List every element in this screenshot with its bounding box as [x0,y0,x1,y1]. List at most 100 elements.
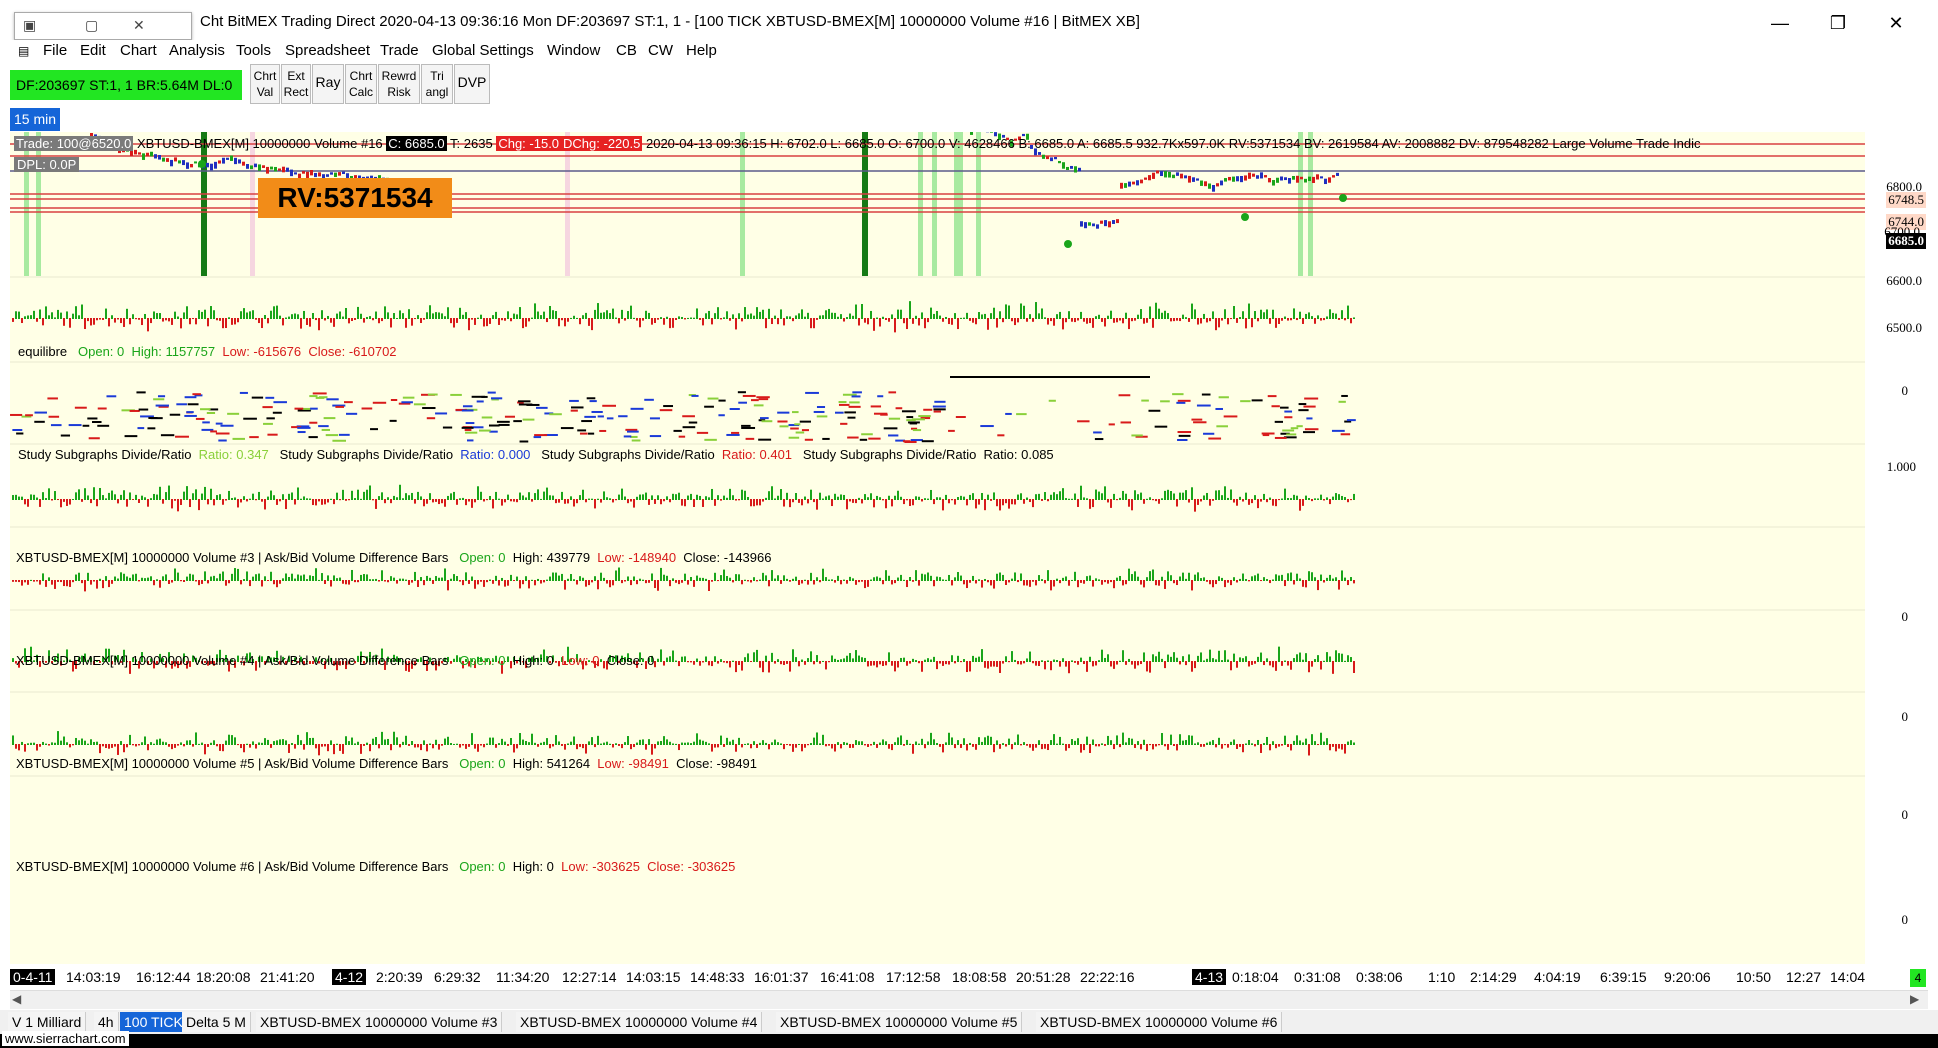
equilibre-bar [1302,318,1304,324]
chart-tab[interactable]: V 1 Milliard [8,1012,87,1032]
chart-calc-button[interactable]: Chrt Calc [345,64,377,104]
vol6-diff-bar [135,744,137,747]
chart-area[interactable] [10,132,1865,964]
chart-tab[interactable]: XBTUSD-BMEX 10000000 Volume #5 [776,1012,1023,1032]
close-button[interactable]: ✕ [1888,13,1904,33]
scroll-right-icon[interactable]: ▶ [1910,992,1920,1006]
vol5-diff-bar [543,649,545,662]
vol6-diff-bar [1035,744,1037,748]
vol4-diff-bar [399,578,401,581]
footer-link[interactable]: www.sierrachart.com [2,1031,129,1046]
floating-mini-window[interactable]: ▣ ▢ ✕ [14,12,192,40]
vol4-diff-bar [1158,580,1160,586]
vol6-diff-bar [84,740,86,745]
vol4-diff-bar [1137,576,1139,581]
menu-global-settings[interactable]: Global Settings [432,42,534,59]
chart-tab[interactable]: XBTUSD-BMEX 10000000 Volume #4 [516,1012,763,1032]
chart-tab[interactable]: XBTUSD-BMEX 10000000 Volume #3 [256,1012,503,1032]
vol3-diff-bar [537,489,539,500]
vol5-diff-bar [834,658,836,662]
vol6-diff-bar [987,735,989,745]
vol4-diff-bar [834,580,836,583]
vol3-diff-bar [315,499,317,506]
vol6-diff-bar [1089,744,1091,754]
menu-analysis[interactable]: Analysis [169,42,225,59]
menu-tools[interactable]: Tools [236,42,272,59]
extend-rectangle-button[interactable]: Ext Rect [281,64,311,104]
dvp-button[interactable]: DVP [454,64,490,104]
chart-tab[interactable]: 4h [94,1012,119,1032]
scroll-left-icon[interactable]: ◀ [12,992,22,1006]
equilibre-bar [900,309,902,319]
volume-highlight-bar [958,132,963,276]
side-tab[interactable]: 4 [1910,969,1926,987]
vol6-diff-bar [78,740,80,745]
triangle-button[interactable]: Tri angl [421,64,453,104]
btn-line2: Rect [283,85,309,99]
vol3-diff-bar [258,491,260,500]
menu-file[interactable]: File [43,42,68,59]
vol3-diff-bar [918,496,920,500]
vol4-diff-bar [666,575,668,581]
chart-tab[interactable]: XBTUSD-BMEX 10000000 Volume #6 [1036,1012,1283,1032]
equilibre-bar [567,318,569,322]
vol3-diff-bar [399,484,401,500]
price-candle [370,175,373,179]
vol6-diff-bar [1254,744,1256,747]
vol3-diff-bar [594,499,596,509]
vol5-diff-bar [276,650,278,662]
menu-chart[interactable]: Chart [120,42,157,59]
equilibre-bar [741,318,743,322]
timeframe-tab[interactable]: 15 min [10,108,60,131]
vol6-diff-bar [48,744,50,746]
vol5-diff-bar [1317,655,1319,662]
vol6-diff-bar [1227,744,1229,748]
vol5-diff-bar [1308,661,1310,673]
vol4-diff-bar [963,580,965,585]
price-candle [142,153,145,160]
vol6-diff-bar [201,742,203,745]
vol6-diff-bar [387,738,389,745]
vol6-diff-bar [627,736,629,745]
mini-restore-button[interactable]: ▢ [85,17,99,33]
chart-values-button[interactable]: Chrt Val [250,64,280,104]
vol6-diff-bar [468,744,470,747]
vol4-diff-bar [609,580,611,588]
vol3-diff-bar [1092,499,1094,508]
time-axis[interactable]: 0-4-11 14:03:19 16:12:44 18:20:08 21:41:… [10,964,1865,990]
vol6-diff-bar [63,736,65,745]
vol4-diff-bar [915,570,917,581]
vol4-diff-bar [489,579,491,581]
minimize-button[interactable]: — [1771,13,1789,33]
chart-canvas[interactable] [10,132,1865,964]
menu-spreadsheet[interactable]: Spreadsheet [285,42,371,59]
mini-close-button[interactable]: ✕ [133,17,145,33]
menu-edit[interactable]: Edit [80,42,106,59]
ray-button[interactable]: Ray [312,64,344,104]
chart-tab[interactable]: Delta 5 M [182,1012,251,1032]
menu-trade[interactable]: Trade [380,42,419,59]
menu-help[interactable]: Help [686,42,717,59]
vol6-diff-bar [129,734,131,745]
menu-cw[interactable]: CW [648,42,673,59]
reward-risk-button[interactable]: Rewrd Risk [378,64,420,104]
equilibre-bar [852,315,854,319]
vol3-diff-bar [993,492,995,500]
vol4-diff-bar [33,580,35,582]
vol5-diff-bar [1098,660,1100,662]
chart-tab-active[interactable]: 100 TICK [120,1012,188,1032]
horizontal-scrollbar[interactable]: ◀ ▶ [10,990,1928,1009]
vol5-diff-bar [387,656,389,662]
menu-cb[interactable]: CB [616,42,637,59]
menu-window[interactable]: Window [547,42,601,59]
vol5-diff-bar [972,655,974,662]
vol4-diff-bar [426,575,428,581]
restore-button[interactable]: ❐ [1829,13,1847,33]
vol6-diff-bar [462,744,464,746]
vol4-diff-bar [231,573,233,581]
equilibre-bar [1065,318,1067,323]
price-scale[interactable]: 6800.0 6748.5 6744.0 6700.0 6685.0 6600.… [1865,132,1928,964]
vol6-diff-bar [399,744,401,748]
app-menu-icon[interactable]: ▤ [18,44,30,58]
vol4-diff-bar [261,580,263,587]
